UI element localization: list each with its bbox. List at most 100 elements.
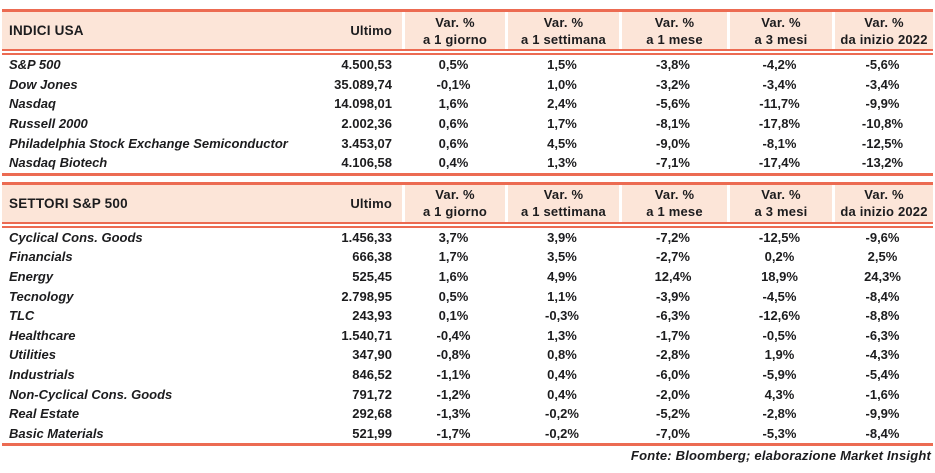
row-var-1-settimana: 1,3% [547,155,577,171]
row-var-1-giorno: -1,2% [436,386,471,402]
table-row: Industrials 846,52 -1,1% 0,4% -6,0% -5,9… [2,365,933,385]
row-var-inizio-2022: -9,9% [865,406,900,422]
table-title-indici-usa: INDICI USA [9,23,84,38]
column-header-var: Var. % a 1 settimana [505,184,619,222]
row-var-3-mesi: -5,3% [762,425,797,441]
row-var-3-mesi: -12,5% [758,229,801,245]
row-label: Russell 2000 [9,116,88,132]
row-var-inizio-2022: -12,5% [861,135,904,151]
row-var-1-settimana: -0,3% [545,308,579,324]
row-var-1-mese: -7,2% [656,229,690,245]
row-label: Utilities [9,347,56,363]
row-label: Dow Jones [9,76,78,92]
row-var-1-mese: -7,0% [656,425,690,441]
row-var-3-mesi: -4,2% [762,57,797,73]
row-var-inizio-2022: -9,6% [865,229,900,245]
row-var-3-mesi: -12,6% [758,308,801,324]
var-period-label: a 3 mesi [754,31,808,47]
var-period-label: a 1 mese [646,31,703,47]
settori-sp500-table: SETTORI S&P 500 Ultimo Var. % a 1 giorno… [2,181,933,447]
column-header-var: Var. % a 3 mesi [727,184,832,222]
row-var-3-mesi: -2,8% [762,406,797,422]
var-label: Var. % [864,187,904,203]
column-header-var: Var. % a 1 mese [619,12,727,49]
row-ultimo-value: 35.089,74 [334,76,392,92]
row-var-1-settimana: 4,5% [547,135,577,151]
indici-usa-table: INDICI USA Ultimo Var. % a 1 giorno Var.… [2,9,933,176]
row-label: Tecnology [9,288,74,304]
row-label: Non-Cyclical Cons. Goods [9,386,173,402]
row-ultimo-value: 4.500,53 [341,57,392,73]
row-ultimo-value: 2.798,95 [341,288,392,304]
var-label: Var. % [654,187,695,203]
row-var-inizio-2022: 24,3% [864,269,901,285]
row-label: Cyclical Cons. Goods [9,229,143,245]
table-title-settori-sp500: SETTORI S&P 500 [9,195,128,211]
row-ultimo-value: 4.106,58 [341,155,392,171]
row-var-1-settimana: 1,1% [547,288,577,304]
row-var-1-mese: -3,8% [656,57,690,73]
row-var-1-giorno: 1,7% [438,249,469,265]
var-label: Var. % [543,187,584,203]
row-var-1-giorno: 0,1% [438,308,469,324]
row-var-3-mesi: 4,3% [764,386,795,402]
row-label: TLC [9,308,35,324]
column-header-var: Var. % a 1 mese [619,184,727,222]
row-var-1-mese: -5,2% [656,406,690,422]
row-var-1-giorno: 0,4% [438,155,469,171]
var-label: Var. % [435,187,475,203]
column-header-var: Var. % a 1 giorno [402,184,505,222]
row-var-1-mese: -9,0% [656,135,690,151]
row-ultimo-value: 3.453,07 [341,135,392,151]
row-ultimo-value: 347,90 [352,347,392,363]
row-var-1-giorno: -1,1% [436,367,471,383]
row-label: Healthcare [9,327,76,343]
row-label: Industrials [9,367,75,383]
row-var-inizio-2022: -3,4% [865,76,900,92]
row-var-1-settimana: 1,7% [547,116,577,132]
var-label: Var. % [435,14,475,30]
var-label: Var. % [761,187,801,203]
row-var-1-giorno: 0,6% [438,116,469,132]
column-header-var: Var. % a 1 settimana [505,12,619,49]
row-label: Energy [9,269,54,285]
var-label: Var. % [761,14,801,30]
row-label: Real Estate [9,406,80,422]
row-label: Nasdaq Biotech [9,155,108,171]
row-var-inizio-2022: 2,5% [867,249,898,265]
row-var-1-settimana: 0,4% [547,367,577,383]
row-var-inizio-2022: -1,6% [865,386,900,402]
row-ultimo-value: 525,45 [352,269,392,285]
var-label: Var. % [543,14,584,30]
row-var-1-settimana: 3,5% [547,249,577,265]
var-period-label: a 1 giorno [422,204,488,220]
row-var-inizio-2022: -5,6% [865,57,900,73]
row-var-1-mese: -1,7% [656,327,690,343]
row-ultimo-value: 1.540,71 [341,327,392,343]
market-report-page: INDICI USA Ultimo Var. % a 1 giorno Var.… [2,9,933,463]
column-header-ultimo: Ultimo [350,195,392,211]
row-var-1-giorno: 0,5% [438,57,469,73]
row-var-1-giorno: 1,6% [438,269,469,285]
row-ultimo-value: 2.002,36 [341,116,392,132]
row-label: Philadelphia Stock Exchange Semiconducto… [9,135,288,151]
table-row: Non-Cyclical Cons. Goods 791,72 -1,2% 0,… [2,384,933,404]
row-var-inizio-2022: -8,8% [865,308,900,324]
row-var-inizio-2022: -6,3% [865,327,900,343]
table-row: Real Estate 292,68 -1,3% -0,2% -5,2% -2,… [2,404,933,424]
row-ultimo-value: 292,68 [352,406,392,422]
row-label: Basic Materials [9,425,104,441]
row-ultimo-value: 846,52 [352,367,392,383]
row-var-inizio-2022: -5,4% [865,367,900,383]
row-ultimo-value: 14.098,01 [334,96,392,112]
row-var-1-settimana: 2,4% [547,96,577,112]
row-var-3-mesi: 0,2% [764,249,795,265]
row-var-3-mesi: -8,1% [762,135,797,151]
row-var-3-mesi: -11,7% [759,96,800,112]
table-row: Basic Materials 521,99 -1,7% -0,2% -7,0%… [2,424,933,444]
table-row: Nasdaq Biotech 4.106,58 0,4% 1,3% -7,1% … [2,153,933,173]
var-label: Var. % [654,14,695,30]
settori-sp500-header-row: SETTORI S&P 500 Ultimo Var. % a 1 giorno… [2,184,933,228]
table-row: Healthcare 1.540,71 -0,4% 1,3% -1,7% -0,… [2,326,933,346]
row-var-inizio-2022: -9,9% [865,96,900,112]
